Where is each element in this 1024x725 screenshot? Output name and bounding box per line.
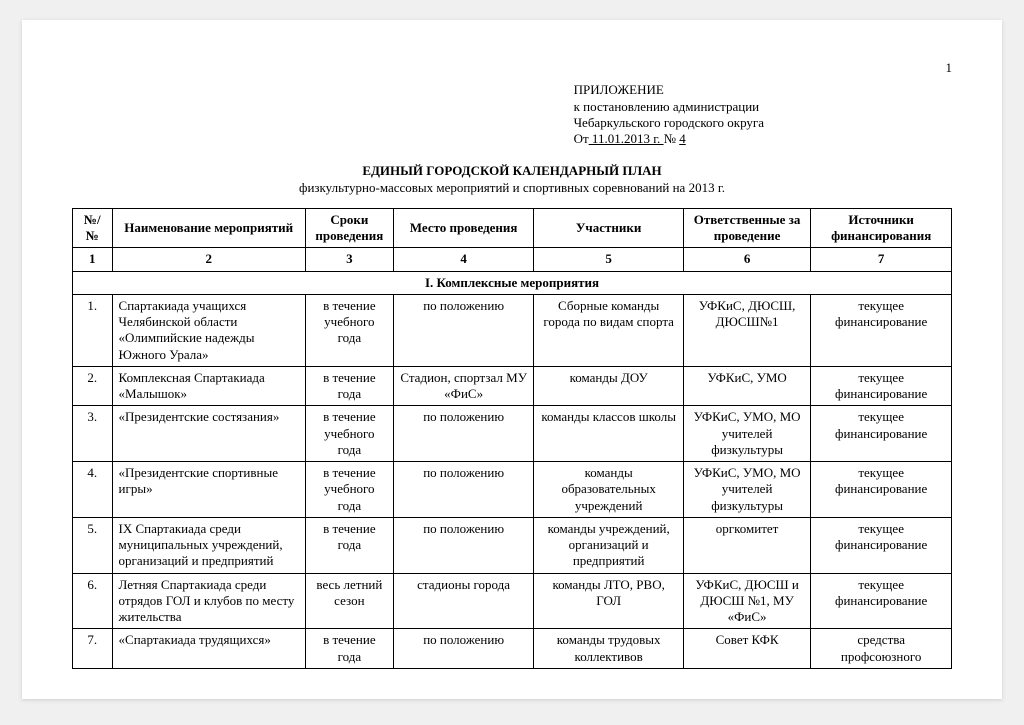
table-row: 1.Спартакиада учащихся Челябинской облас… bbox=[73, 294, 952, 366]
cell-place: по положению bbox=[393, 406, 534, 462]
cell-name: Спартакиада учащихся Челябинской области… bbox=[112, 294, 305, 366]
cell-funding: текущее финансирование bbox=[811, 462, 952, 518]
table-row: 2.Комплексная Спартакиада «Малышок»в теч… bbox=[73, 366, 952, 406]
cell-place: Стадион, спортзал МУ «ФиС» bbox=[393, 366, 534, 406]
cell-num: 7. bbox=[73, 629, 113, 669]
cell-time: в течение года bbox=[305, 366, 393, 406]
cell-funding: текущее финансирование bbox=[811, 366, 952, 406]
cell-funding: текущее финансирование bbox=[811, 406, 952, 462]
events-table: №/№ Наименование мероприятий Сроки прове… bbox=[72, 208, 952, 669]
annex-date: 11.01.2013 г. bbox=[589, 131, 664, 146]
cell-participants: команды трудовых коллективов bbox=[534, 629, 683, 669]
table-body: I. Комплексные мероприятия 1.Спартакиада… bbox=[73, 271, 952, 668]
cell-time: весь летний сезон bbox=[305, 573, 393, 629]
cell-responsible: УФКиС, ДЮСШ, ДЮСШ№1 bbox=[683, 294, 810, 366]
annex-block: ПРИЛОЖЕНИЕ к постановлению администрации… bbox=[574, 82, 952, 147]
colnum-4: 4 bbox=[393, 248, 534, 271]
cell-responsible: УФКиС, УМО, МО учителей физкультуры bbox=[683, 462, 810, 518]
cell-num: 4. bbox=[73, 462, 113, 518]
colnum-1: 1 bbox=[73, 248, 113, 271]
table-row: 4.«Президентские спортивные игры»в течен… bbox=[73, 462, 952, 518]
cell-funding: средства профсоюзного bbox=[811, 629, 952, 669]
cell-time: в течение учебного года bbox=[305, 294, 393, 366]
cell-responsible: УФКиС, УМО bbox=[683, 366, 810, 406]
cell-num: 1. bbox=[73, 294, 113, 366]
title-sub: физкультурно-массовых мероприятий и спор… bbox=[72, 180, 952, 196]
cell-participants: команды ЛТО, РВО, ГОЛ bbox=[534, 573, 683, 629]
cell-num: 6. bbox=[73, 573, 113, 629]
col-header-participants: Участники bbox=[534, 208, 683, 248]
cell-name: Летняя Спартакиада среди отрядов ГОЛ и к… bbox=[112, 573, 305, 629]
annex-prefix-ot: От bbox=[574, 131, 589, 146]
colnum-3: 3 bbox=[305, 248, 393, 271]
cell-name: «Президентские спортивные игры» bbox=[112, 462, 305, 518]
table-header-row: №/№ Наименование мероприятий Сроки прове… bbox=[73, 208, 952, 248]
cell-place: по положению bbox=[393, 294, 534, 366]
cell-time: в течение учебного года bbox=[305, 406, 393, 462]
cell-place: стадионы города bbox=[393, 573, 534, 629]
annex-line-1: ПРИЛОЖЕНИЕ bbox=[574, 82, 952, 98]
col-header-name: Наименование мероприятий bbox=[112, 208, 305, 248]
table-row: 5.IX Спартакиада среди муниципальных учр… bbox=[73, 517, 952, 573]
cell-name: Комплексная Спартакиада «Малышок» bbox=[112, 366, 305, 406]
colnum-6: 6 bbox=[683, 248, 810, 271]
cell-funding: текущее финансирование bbox=[811, 573, 952, 629]
colnum-7: 7 bbox=[811, 248, 952, 271]
title-block: ЕДИНЫЙ ГОРОДСКОЙ КАЛЕНДАРНЫЙ ПЛАН физкул… bbox=[72, 163, 952, 196]
cell-responsible: УФКиС, ДЮСШ и ДЮСШ №1, МУ «ФиС» bbox=[683, 573, 810, 629]
cell-responsible: оргкомитет bbox=[683, 517, 810, 573]
cell-time: в течение года bbox=[305, 629, 393, 669]
cell-participants: команды образовательных учреждений bbox=[534, 462, 683, 518]
cell-num: 3. bbox=[73, 406, 113, 462]
cell-responsible: Совет КФК bbox=[683, 629, 810, 669]
annex-no-value: 4 bbox=[679, 131, 686, 146]
page-number: 1 bbox=[72, 60, 952, 76]
colnum-2: 2 bbox=[112, 248, 305, 271]
cell-participants: команды классов школы bbox=[534, 406, 683, 462]
table-row: 6.Летняя Спартакиада среди отрядов ГОЛ и… bbox=[73, 573, 952, 629]
cell-time: в течение года bbox=[305, 517, 393, 573]
col-header-place: Место проведения bbox=[393, 208, 534, 248]
col-header-funding: Источники финансирования bbox=[811, 208, 952, 248]
col-header-responsible: Ответственные за проведение bbox=[683, 208, 810, 248]
cell-name: «Спартакиада трудящихся» bbox=[112, 629, 305, 669]
cell-participants: команды ДОУ bbox=[534, 366, 683, 406]
section-row: I. Комплексные мероприятия bbox=[73, 271, 952, 294]
table-row: 7.«Спартакиада трудящихся»в течение года… bbox=[73, 629, 952, 669]
cell-responsible: УФКиС, УМО, МО учителей физкультуры bbox=[683, 406, 810, 462]
cell-time: в течение учебного года bbox=[305, 462, 393, 518]
annex-date-line: От 11.01.2013 г. № 4 bbox=[574, 131, 952, 147]
cell-num: 5. bbox=[73, 517, 113, 573]
cell-funding: текущее финансирование bbox=[811, 517, 952, 573]
cell-num: 2. bbox=[73, 366, 113, 406]
cell-participants: команды учреждений, организаций и предпр… bbox=[534, 517, 683, 573]
cell-name: «Президентские состязания» bbox=[112, 406, 305, 462]
section-title: I. Комплексные мероприятия bbox=[73, 271, 952, 294]
colnum-5: 5 bbox=[534, 248, 683, 271]
annex-line-2: к постановлению администрации bbox=[574, 99, 952, 115]
document-page: 1 ПРИЛОЖЕНИЕ к постановлению администрац… bbox=[22, 20, 1002, 699]
table-colnum-row: 1 2 3 4 5 6 7 bbox=[73, 248, 952, 271]
cell-name: IX Спартакиада среди муниципальных учреж… bbox=[112, 517, 305, 573]
annex-line-3: Чебаркульского городского округа bbox=[574, 115, 952, 131]
col-header-time: Сроки проведения bbox=[305, 208, 393, 248]
title-main: ЕДИНЫЙ ГОРОДСКОЙ КАЛЕНДАРНЫЙ ПЛАН bbox=[72, 163, 952, 179]
cell-funding: текущее финансирование bbox=[811, 294, 952, 366]
cell-place: по положению bbox=[393, 462, 534, 518]
cell-place: по положению bbox=[393, 517, 534, 573]
cell-participants: Сборные команды города по видам спорта bbox=[534, 294, 683, 366]
annex-no-label: № bbox=[664, 131, 680, 146]
table-row: 3.«Президентские состязания»в течение уч… bbox=[73, 406, 952, 462]
col-header-num: №/№ bbox=[73, 208, 113, 248]
cell-place: по положению bbox=[393, 629, 534, 669]
